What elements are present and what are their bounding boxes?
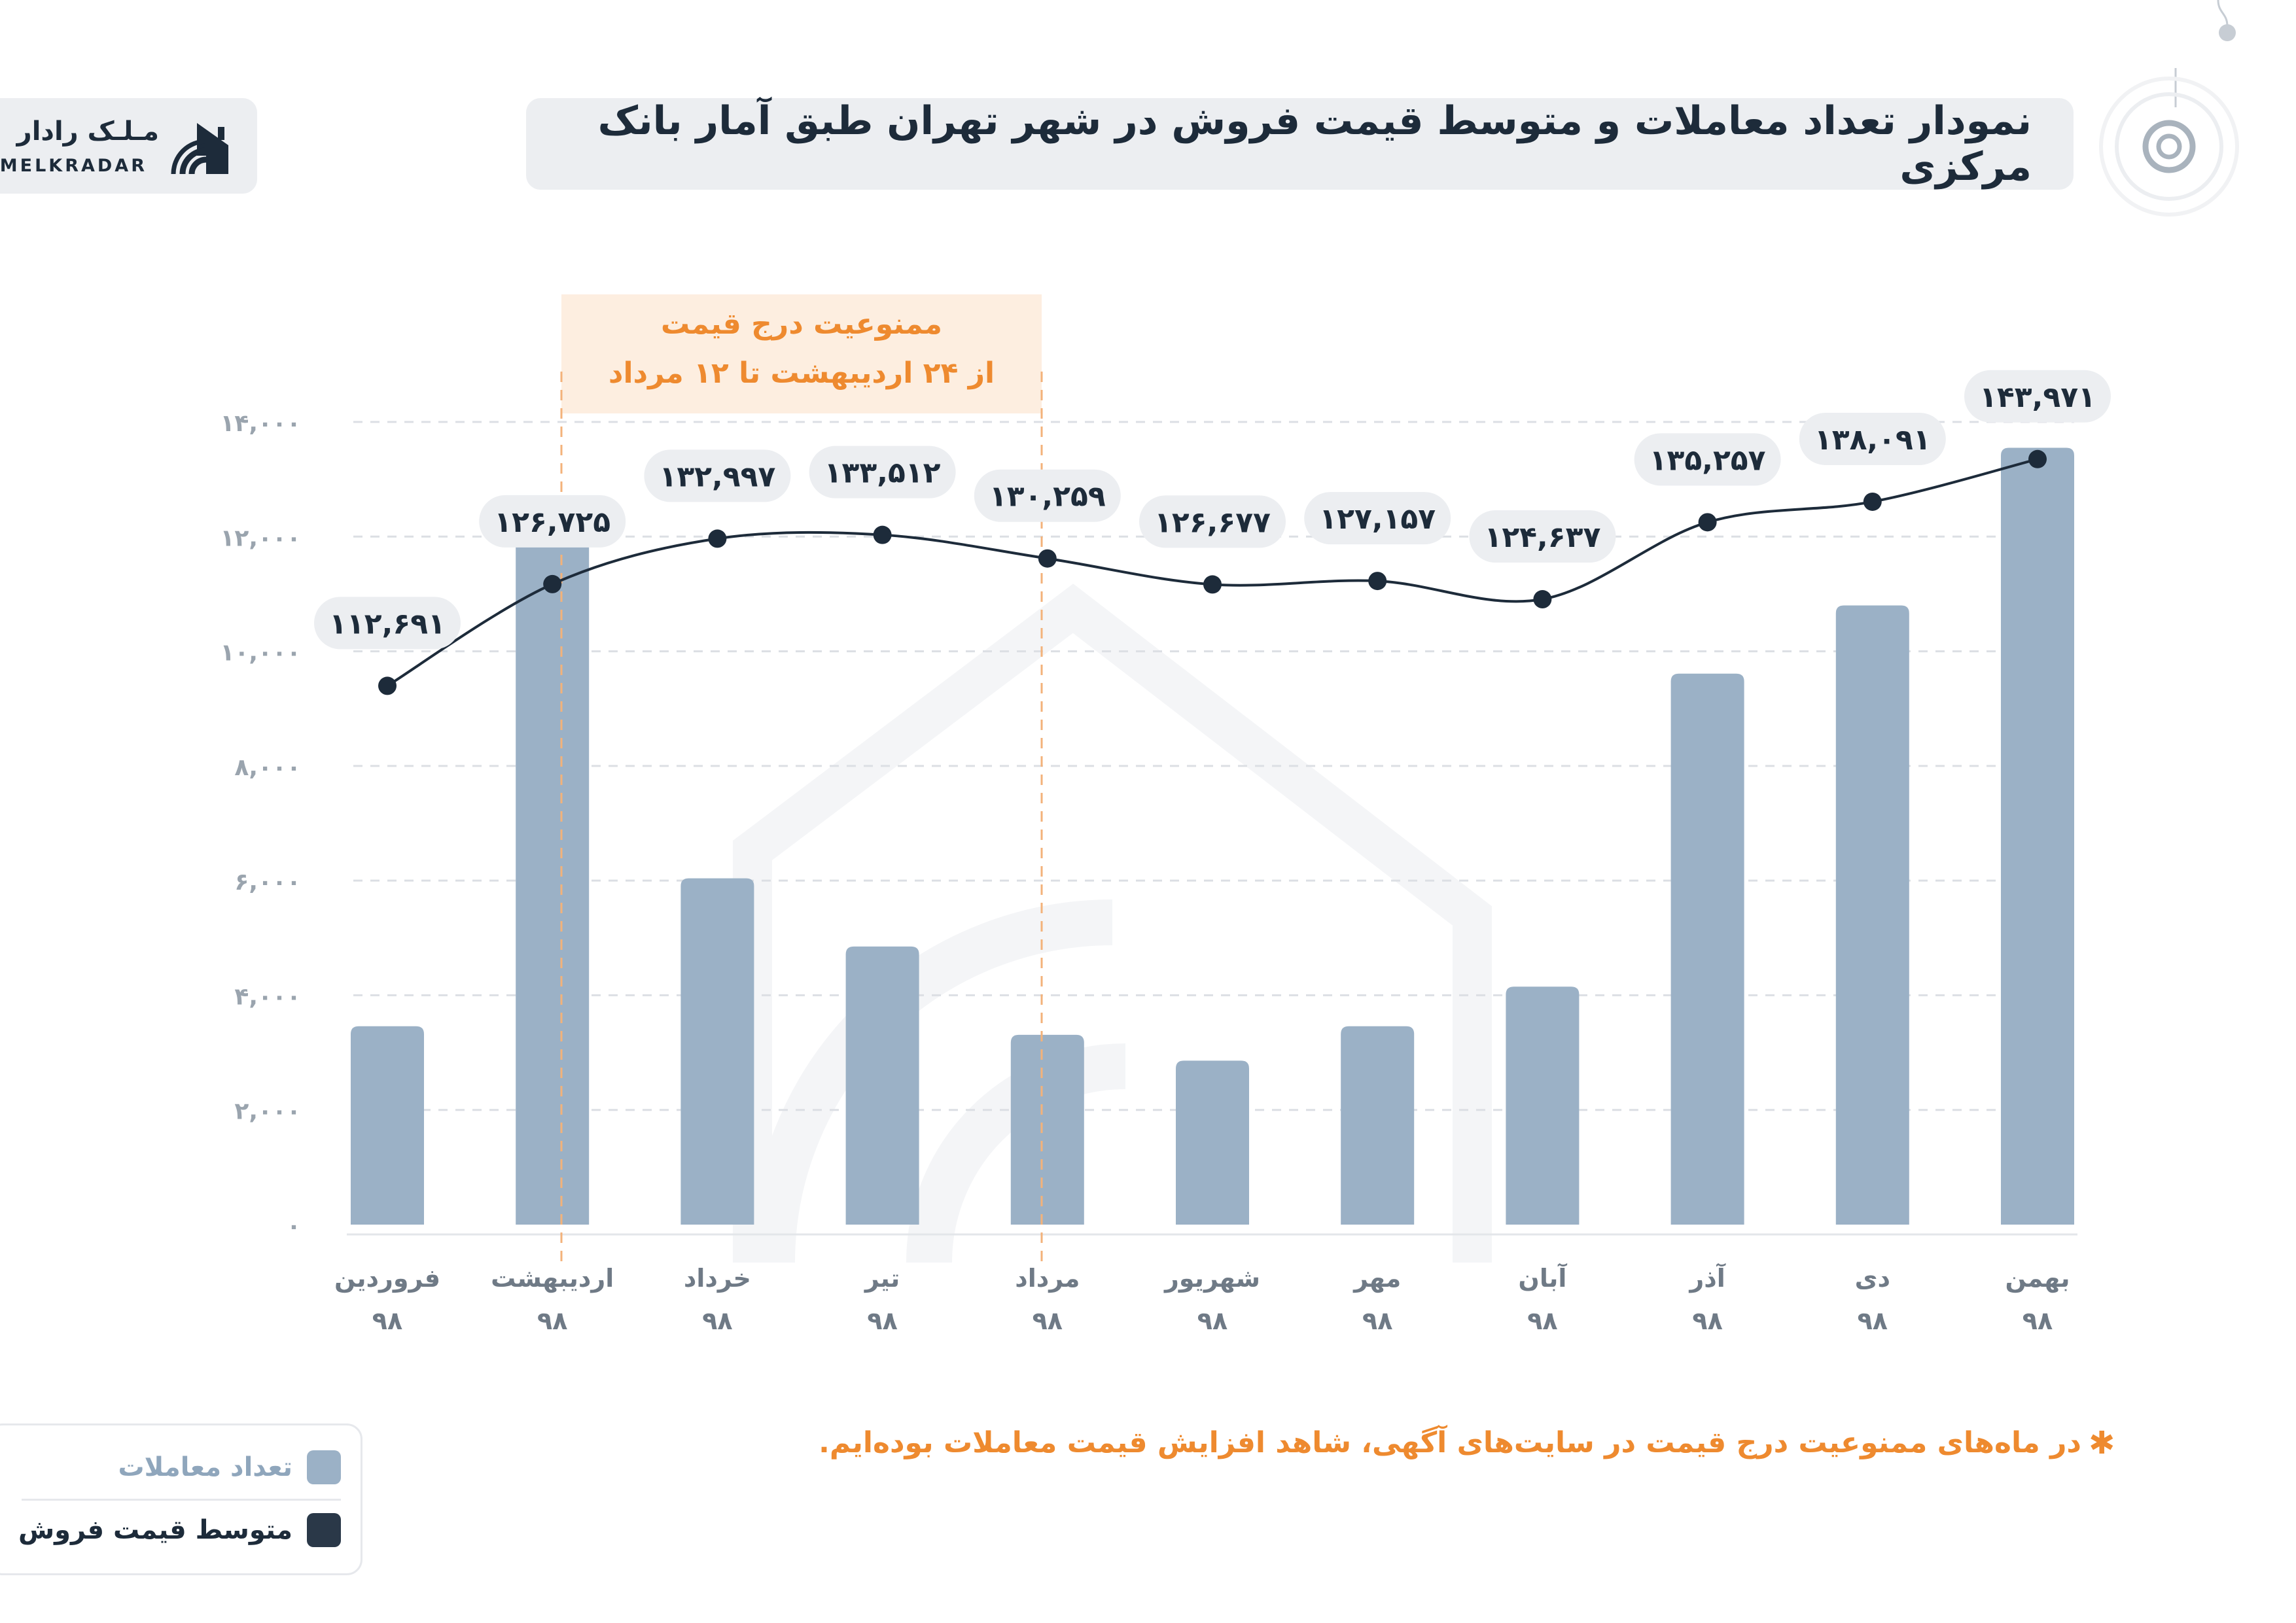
price-label-bg: [479, 495, 626, 548]
x-tick-label: شهریور: [1163, 1264, 1260, 1293]
x-tick-label: آذر: [1688, 1263, 1725, 1293]
bar: [351, 1026, 424, 1225]
legend-divider: [22, 1499, 341, 1501]
price-label: ۱۲۶,۶۷۷: [1154, 506, 1271, 539]
x-tick-year: ۹۸: [867, 1306, 897, 1335]
house-radar-icon: [171, 123, 228, 175]
x-tick-year: ۹۸: [1858, 1306, 1888, 1335]
target-decoration-icon: [2099, 68, 2239, 217]
price-point: [708, 529, 727, 548]
logo-text-fa: مـلـک رادار: [16, 116, 159, 147]
price-label: ۱۳۲,۹۹۷: [659, 460, 775, 493]
ban-annotation-line1: ممنوعیت درج قیمت: [661, 307, 942, 341]
price-label: ۱۳۵,۲۵۷: [1650, 444, 1766, 477]
y-tick-label: ۸,۰۰۰: [234, 754, 301, 781]
x-tick-label: مهر: [1352, 1264, 1401, 1293]
y-tick-label: ۶,۰۰۰: [234, 869, 301, 896]
x-tick-year: ۹۸: [1692, 1306, 1722, 1335]
logo: مـلـک رادار MELKRADAR: [0, 98, 257, 194]
x-tick-label: فروردین: [334, 1264, 440, 1293]
x-tick-label: خرداد: [684, 1264, 751, 1293]
price-label-bg: [809, 445, 956, 498]
logo-text-en: MELKRADAR: [0, 156, 147, 176]
y-tick-label: ۲,۰۰۰: [234, 1098, 301, 1125]
price-point: [2028, 449, 2047, 468]
price-point: [543, 574, 562, 593]
price-point: [1368, 572, 1387, 591]
x-tick-label: دی: [1855, 1264, 1890, 1293]
x-tick-label: اردیبهشت: [491, 1264, 614, 1293]
price-label: ۱۴۳,۹۷۱: [1979, 381, 2096, 414]
price-label-bg: [1304, 492, 1451, 545]
legend-item-transactions: تعداد معاملات: [118, 1450, 341, 1484]
price-label-bg: [1964, 370, 2111, 423]
legend: تعداد معاملات متوسط قیمت فروش: [0, 1423, 362, 1575]
x-tick-year: ۹۸: [1362, 1306, 1392, 1335]
x-tick-year: ۹۸: [372, 1306, 402, 1335]
title-bar: نمودار تعداد معاملات و متوسط قیمت فروش د…: [526, 98, 2074, 190]
y-tick-label: ۱۰,۰۰۰: [220, 640, 301, 667]
ban-annotation-line2: از ۲۴ اردیبهشت تا ۱۲ مرداد: [608, 357, 995, 390]
legend-item-avg-price: متوسط قیمت فروش: [18, 1513, 341, 1547]
price-label: ۱۳۳,۵۱۲: [824, 457, 941, 490]
price-point: [1863, 492, 1882, 511]
price-point: [873, 525, 892, 544]
x-tick-label: آبان: [1518, 1263, 1567, 1293]
x-tick-year: ۹۸: [702, 1306, 732, 1335]
price-point: [1203, 575, 1222, 594]
x-tick-year: ۹۸: [1527, 1306, 1557, 1335]
y-tick-label: ۱۲,۰۰۰: [220, 525, 301, 551]
bar: [1506, 986, 1580, 1225]
page-title: نمودار تعداد معاملات و متوسط قیمت فروش د…: [597, 98, 2032, 190]
dot-decoration-icon: [2217, 0, 2236, 41]
footnote: در ماه‌های ممنوعیت درج قیمت در سایت‌های …: [819, 1426, 2081, 1459]
bar: [2001, 447, 2074, 1225]
price-label-bg: [1799, 412, 1946, 465]
x-tick-year: ۹۸: [2022, 1306, 2053, 1335]
price-label: ۱۲۶,۷۲۵: [494, 506, 610, 539]
bar: [1010, 1034, 1084, 1225]
price-label: ۱۳۰,۲۵۹: [989, 480, 1106, 514]
x-tick-label: مرداد: [1015, 1264, 1080, 1293]
price-label: ۱۲۷,۱۵۷: [1319, 502, 1436, 536]
bar: [1176, 1060, 1249, 1225]
price-label-bg: [1469, 510, 1616, 563]
bar: [845, 946, 919, 1225]
bar: [1341, 1026, 1415, 1225]
price-point: [1698, 513, 1717, 532]
bar: [516, 533, 590, 1225]
legend-label-transactions: تعداد معاملات: [118, 1452, 292, 1482]
bar: [1835, 605, 1909, 1225]
price-label: ۱۳۸,۰۹۱: [1814, 423, 1931, 457]
price-label: ۱۲۴,۶۳۷: [1484, 521, 1600, 554]
footnote-star-icon: ✱: [2089, 1425, 2115, 1461]
ban-annotation-box: [561, 294, 1042, 413]
legend-label-avg-price: متوسط قیمت فروش: [18, 1515, 292, 1545]
x-tick-year: ۹۸: [1197, 1306, 1227, 1335]
price-label: ۱۱۲,۶۹۱: [329, 607, 446, 640]
y-tick-label: ۰: [287, 1213, 301, 1240]
price-label-bg: [974, 469, 1121, 522]
legend-swatch-bar: [307, 1450, 341, 1484]
price-label-bg: [1139, 495, 1286, 548]
price-label-bg: [644, 449, 791, 502]
bar: [680, 878, 754, 1225]
x-tick-label: بهمن: [2005, 1264, 2070, 1293]
x-tick-year: ۹۸: [537, 1306, 567, 1335]
legend-swatch-line: [307, 1513, 341, 1547]
bar: [1670, 673, 1744, 1225]
y-tick-label: ۱۴,۰۰۰: [220, 410, 301, 437]
x-tick-year: ۹۸: [1033, 1306, 1063, 1335]
price-point: [1533, 590, 1552, 609]
x-tick-label: تیر: [864, 1264, 900, 1293]
price-label-bg: [314, 597, 461, 650]
price-point: [378, 676, 397, 695]
price-point: [1038, 549, 1057, 568]
price-label-bg: [1634, 433, 1781, 486]
y-tick-label: ۴,۰۰۰: [234, 983, 301, 1010]
